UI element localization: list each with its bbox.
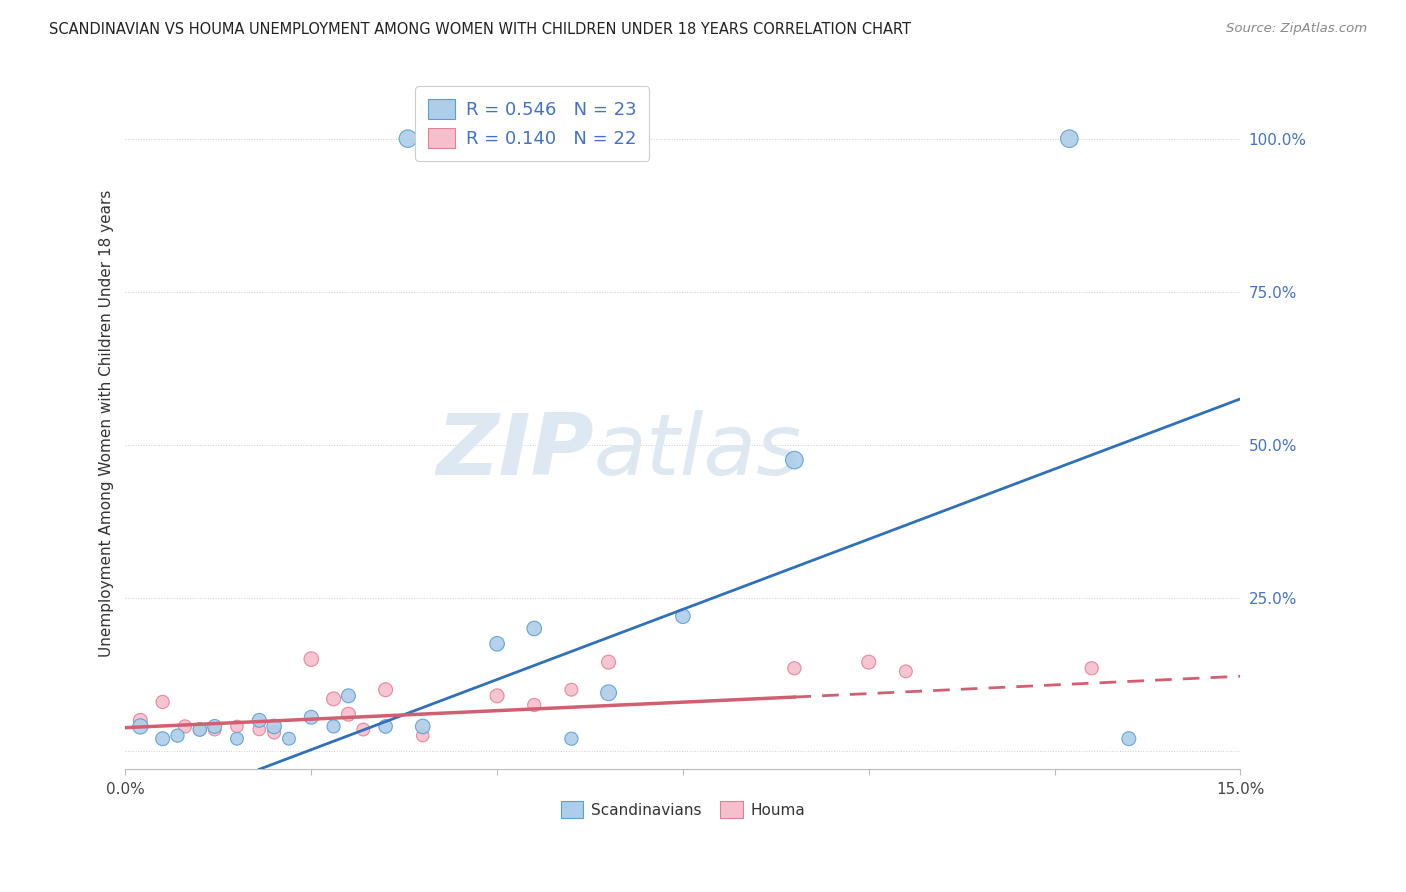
Point <box>278 731 301 746</box>
Point <box>263 725 285 739</box>
Legend: Scandinavians, Houma: Scandinavians, Houma <box>554 795 811 824</box>
Point <box>858 655 880 669</box>
Point <box>374 682 396 697</box>
Point <box>396 131 419 145</box>
Point <box>1080 661 1102 675</box>
Point <box>152 731 174 746</box>
Point <box>322 719 344 733</box>
Point <box>129 714 152 728</box>
Point <box>337 689 360 703</box>
Point <box>672 609 695 624</box>
Point <box>352 723 374 737</box>
Point <box>166 729 188 743</box>
Text: SCANDINAVIAN VS HOUMA UNEMPLOYMENT AMONG WOMEN WITH CHILDREN UNDER 18 YEARS CORR: SCANDINAVIAN VS HOUMA UNEMPLOYMENT AMONG… <box>49 22 911 37</box>
Point <box>299 652 322 666</box>
Y-axis label: Unemployment Among Women with Children Under 18 years: Unemployment Among Women with Children U… <box>100 190 114 657</box>
Point <box>412 729 434 743</box>
Point <box>598 655 620 669</box>
Point <box>486 689 509 703</box>
Point <box>152 695 174 709</box>
Point <box>1059 131 1081 145</box>
Point <box>894 665 917 679</box>
Point <box>560 731 582 746</box>
Point <box>247 714 270 728</box>
Point <box>188 723 211 737</box>
Point <box>226 719 249 733</box>
Point <box>322 692 344 706</box>
Point <box>523 622 546 636</box>
Point <box>523 698 546 712</box>
Point <box>129 719 152 733</box>
Point <box>598 686 620 700</box>
Point <box>263 719 285 733</box>
Text: atlas: atlas <box>593 409 801 492</box>
Point <box>174 719 197 733</box>
Point <box>247 723 270 737</box>
Point <box>204 723 226 737</box>
Point <box>412 719 434 733</box>
Point <box>783 453 806 467</box>
Point <box>204 719 226 733</box>
Point <box>374 719 396 733</box>
Point <box>783 661 806 675</box>
Point <box>1118 731 1140 746</box>
Point <box>560 682 582 697</box>
Point <box>188 723 211 737</box>
Text: ZIP: ZIP <box>436 409 593 492</box>
Point <box>226 731 249 746</box>
Point <box>337 707 360 722</box>
Point <box>299 710 322 724</box>
Text: Source: ZipAtlas.com: Source: ZipAtlas.com <box>1226 22 1367 36</box>
Point <box>486 637 509 651</box>
